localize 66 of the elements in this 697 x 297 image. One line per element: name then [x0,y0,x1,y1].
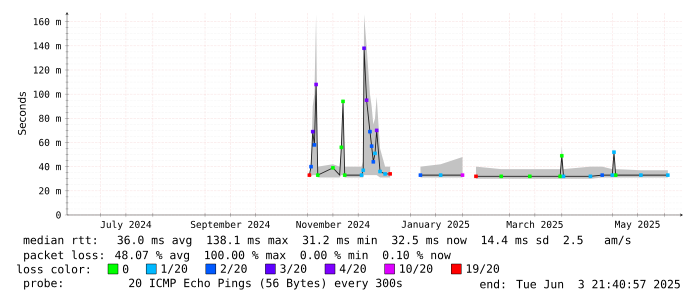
point [341,100,345,104]
point [560,154,564,158]
point [378,170,382,174]
y-tick-label: 140 m [34,42,61,50]
x-tick-label: November 2024 [296,220,370,228]
point [370,144,374,148]
x-tick-label: July 2024 [100,220,152,230]
point [499,174,504,178]
x-tick-label: May 2025 [615,220,660,230]
point [474,174,478,178]
point [340,146,344,150]
text: packet loss: 48.07 % avg 100.00 % max 0.00 % min 0.10 % now [24,250,451,262]
point [364,98,368,102]
point [610,173,614,177]
legend-label: 19/20 [466,264,500,274]
point [562,174,566,178]
point [383,172,387,176]
point [361,168,366,172]
y-tick-label: 40 m [38,163,61,170]
text: probe: 20 ICMP Echo Pings (56 Bytes) every 300s [24,278,402,290]
legend-label: 0 [122,264,128,274]
legend-label: 4/20 [340,264,366,274]
point [373,152,377,156]
point [308,173,312,177]
point [388,172,392,176]
point [360,173,364,177]
y-tick-label: 20 m [39,187,61,194]
point [362,46,366,50]
point [666,173,670,177]
point [438,173,442,177]
legend-title: loss color: [17,264,89,274]
y-tick-label: 80 m [39,114,61,122]
point [614,173,618,177]
point [460,173,464,177]
y-tick-label: 160 m [34,18,61,26]
point [588,174,592,178]
y-tick-label: 120 m [34,66,61,74]
x-tick-label: September 2024 [190,220,270,230]
legend-label: 2/20 [220,264,247,274]
point [331,166,335,170]
text: median rtt: 36.0 ms avg 138.1 ms max 31.2 ms min 32.5 ms now 14.4 ms sd 2.5 am/s [24,235,630,247]
point [342,173,347,177]
y-tick-label: 0 [56,211,61,219]
point [600,173,604,177]
legend-label: 3/20 [280,264,306,274]
point [374,128,378,132]
point [639,173,643,177]
point [312,143,316,147]
point [368,130,372,134]
text: end: Tue Jun 3 21:40:57 2025 [480,280,680,288]
point [372,160,376,164]
point [528,174,532,178]
y-tick-label: 60 m [39,138,61,146]
y-tick-label: 100 m [34,90,61,98]
point [612,150,616,154]
legend-label: 10/20 [400,264,432,274]
point [309,164,313,168]
point [558,174,562,178]
x-tick-label: January 2025 [402,220,470,230]
point [316,173,320,177]
point [418,173,422,177]
legend-label: 1/20 [162,264,188,274]
point [310,130,315,134]
point [314,82,318,86]
x-tick-label: March 2025 [506,220,563,228]
y-axis-title: Seconds [18,92,26,135]
